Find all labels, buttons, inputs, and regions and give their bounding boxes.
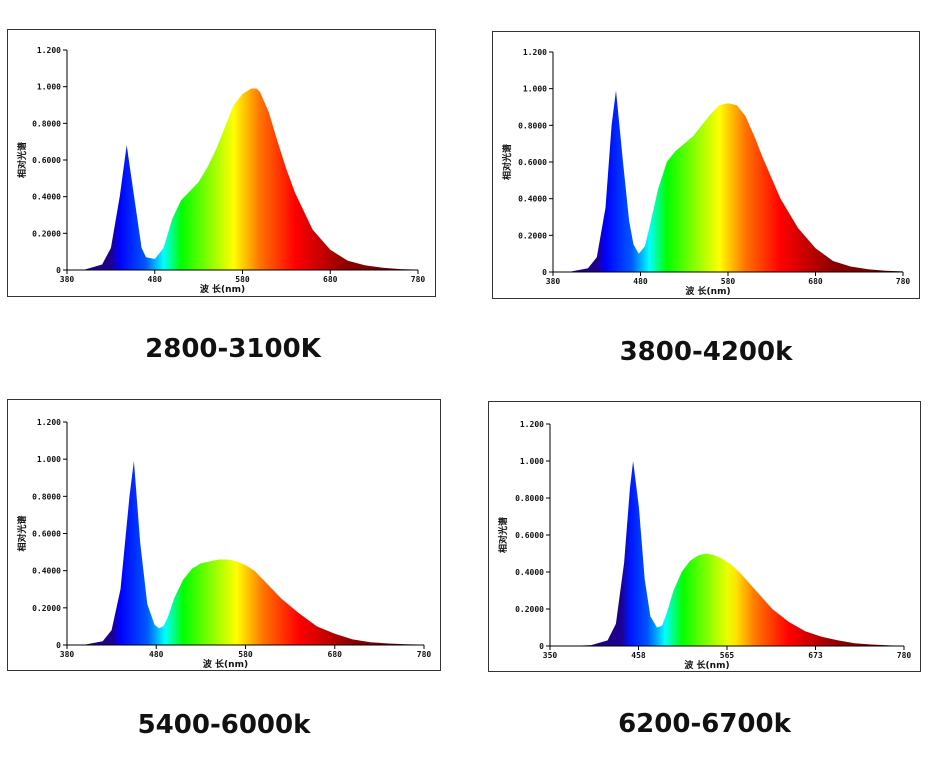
x-tick-label: 680 [808, 277, 823, 286]
x-tick-label: 480 [149, 650, 164, 659]
x-tick-label: 680 [323, 275, 338, 284]
y-tick-label: 0.6000 [515, 531, 544, 540]
cct-caption-3: 5400-6000k [137, 710, 311, 740]
y-tick-label: 0 [56, 641, 61, 650]
spectrum-area [550, 461, 904, 646]
y-tick-label: 0.6000 [32, 156, 61, 165]
y-tick-label: 1.200 [523, 48, 547, 57]
y-tick-label: 0.8000 [32, 492, 61, 501]
y-tick-label: 0 [539, 642, 544, 651]
y-tick-label: 1.000 [37, 83, 61, 92]
cct-caption-1: 2800-3100K [145, 334, 321, 364]
x-tick-label: 580 [721, 277, 736, 286]
x-tick-label: 780 [897, 651, 912, 660]
x-axis-label: 波 长(nm) [684, 659, 729, 671]
y-tick-label: 1.000 [523, 85, 547, 94]
y-tick-label: 1.000 [520, 457, 544, 466]
x-tick-label: 380 [546, 277, 561, 286]
x-tick-label: 350 [543, 651, 558, 660]
y-tick-label: 1.200 [37, 418, 61, 427]
y-tick-label: 0.8000 [518, 121, 547, 130]
spectrum-area [67, 461, 424, 645]
spectrum-panel-2: 0 0.2000 0.4000 0.6000 0.8000 1.000 1.200 380 48… [492, 31, 920, 299]
y-tick-label: 0.2000 [515, 605, 544, 614]
x-tick-label: 780 [411, 275, 426, 284]
x-axis-label: 波 长(nm) [200, 283, 245, 295]
spectrum-chart-3: 0 0.2000 0.4000 0.6000 0.8000 1.000 1.200 380 48… [16, 418, 432, 670]
x-tick-label: 480 [148, 275, 163, 284]
x-tick-label: 480 [633, 277, 648, 286]
y-axis-label: 相对光谱 [501, 144, 513, 180]
y-tick-label: 0.4000 [32, 193, 61, 202]
spectrum-chart-1: 0 0.2000 0.4000 0.6000 0.8000 1.000 1.200 380 48… [16, 46, 426, 295]
spectrum-area [67, 88, 418, 270]
cct-caption-4: 6200-6700k [618, 709, 791, 739]
y-tick-label: 0.8000 [515, 494, 544, 503]
y-tick-label: 1.000 [37, 455, 61, 464]
y-tick-label: 0.4000 [515, 568, 544, 577]
y-tick-label: 0.4000 [518, 195, 547, 204]
x-tick-label: 580 [238, 650, 253, 659]
y-tick-label: 0.2000 [32, 229, 61, 238]
y-tick-label: 0.6000 [518, 158, 547, 167]
y-tick-label: 0.8000 [32, 119, 61, 128]
y-tick-label: 1.200 [37, 46, 61, 55]
y-tick-label: 0.6000 [32, 530, 61, 539]
x-axis-label: 波 长(nm) [685, 285, 730, 297]
spectrum-panel-1: 0 0.2000 0.4000 0.6000 0.8000 1.000 1.200 380 48… [7, 29, 436, 297]
y-tick-label: 0.4000 [32, 567, 61, 576]
y-tick-label: 0 [542, 268, 547, 277]
spectrum-panel-4: 0 0.2000 0.4000 0.6000 0.8000 1.000 1.200 350 45… [488, 401, 921, 672]
x-tick-label: 780 [417, 650, 432, 659]
x-tick-label: 458 [631, 651, 646, 660]
x-tick-label: 580 [235, 275, 250, 284]
x-tick-label: 673 [808, 651, 823, 660]
spectrum-panel-3: 0 0.2000 0.4000 0.6000 0.8000 1.000 1.200 380 48… [7, 399, 441, 671]
y-tick-label: 0 [56, 266, 61, 275]
x-tick-label: 565 [720, 651, 735, 660]
spectrum-chart-4: 0 0.2000 0.4000 0.6000 0.8000 1.000 1.200 350 45… [497, 420, 912, 671]
x-tick-label: 380 [60, 275, 75, 284]
x-tick-label: 680 [328, 650, 343, 659]
y-tick-label: 1.200 [520, 420, 544, 429]
y-axis-label: 相对光谱 [497, 517, 509, 553]
x-axis-label: 波 长(nm) [203, 658, 248, 670]
y-tick-label: 0.2000 [518, 231, 547, 240]
cct-caption-2: 3800-4200k [619, 337, 793, 367]
y-tick-label: 0.2000 [32, 604, 61, 613]
spectrum-area [553, 90, 903, 272]
y-axis-label: 相对光谱 [16, 515, 28, 551]
y-axis-label: 相对光谱 [16, 142, 28, 178]
spectrum-chart-2: 0 0.2000 0.4000 0.6000 0.8000 1.000 1.200 380 48… [501, 48, 911, 297]
x-tick-label: 380 [60, 650, 75, 659]
x-tick-label: 780 [896, 277, 911, 286]
